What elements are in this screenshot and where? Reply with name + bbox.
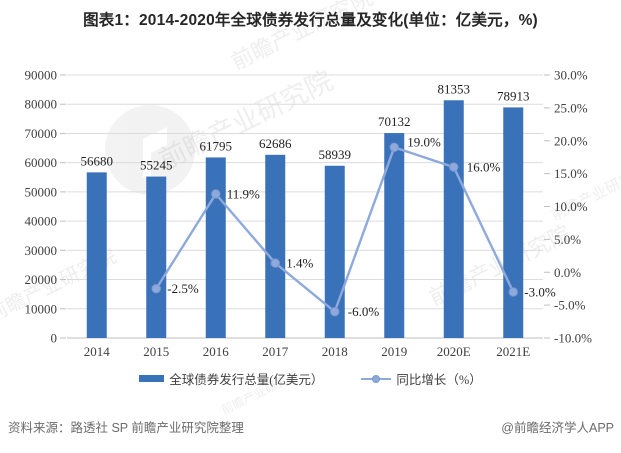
left-axis-tick-label: 10000	[25, 301, 58, 316]
right-axis-tick-label: -10.0%	[554, 331, 592, 346]
x-axis-label: 2015	[143, 344, 169, 359]
right-axis-tick-label: 15.0%	[554, 166, 588, 181]
bar-2016	[205, 157, 226, 338]
line-value-label: -2.5%	[167, 281, 199, 296]
x-axis-label: 2016	[203, 344, 230, 359]
line-value-label: 1.4%	[286, 256, 313, 271]
legend-bar-label: 全球债券发行总量(亿美元）	[169, 373, 324, 387]
bar-value-label: 62686	[259, 136, 292, 151]
bar-2019	[384, 133, 405, 338]
right-axis-tick-label: 5.0%	[554, 232, 581, 247]
x-axis-label: 2020E	[437, 344, 471, 359]
left-axis-tick-label: 60000	[25, 155, 58, 170]
left-axis-tick-label: 70000	[25, 126, 58, 141]
legend-item-line: 同比增长（%）	[361, 369, 482, 388]
source-text: 资料来源：路透社 SP 前瞻产业研究院整理	[8, 421, 244, 435]
footer: 资料来源：路透社 SP 前瞻产业研究院整理 @前瞻经济学人APP	[8, 417, 614, 436]
line-point-2019	[389, 142, 399, 153]
brand-text: @前瞻经济学人APP	[501, 421, 614, 435]
line-point-2020E	[449, 162, 459, 172]
legend-item-bars: 全球债券发行总量(亿美元）	[139, 369, 323, 388]
x-axis-label: 2019	[381, 344, 407, 359]
chart-title: 图表1：2014-2020年全球债券发行总量及变化(单位：亿美元，%)	[83, 12, 538, 29]
x-axis-label: 2014	[84, 344, 111, 359]
left-axis-tick-label: 90000	[25, 68, 58, 83]
bar-2015	[146, 176, 167, 338]
bar-value-label: 58939	[319, 147, 352, 162]
chart-legend: 全球债券发行总量(亿美元） 同比增长（%）	[0, 369, 621, 388]
right-axis-tick-label: 0.0%	[554, 265, 581, 280]
x-axis-label: 2017	[262, 344, 289, 359]
line-value-label: 11.9%	[227, 187, 260, 202]
left-axis-tick-label: 0	[51, 331, 58, 346]
legend-bar-swatch-icon	[139, 375, 165, 382]
x-axis-label: 2018	[322, 344, 348, 359]
bar-value-label: 81353	[438, 81, 471, 96]
left-axis-tick-label: 20000	[25, 272, 58, 287]
legend-line-label: 同比增长（%）	[396, 373, 482, 387]
line-point-2018	[330, 307, 340, 317]
line-point-2021E	[508, 287, 518, 297]
line-value-label: -3.0%	[524, 284, 556, 299]
right-axis-tick-label: 25.0%	[554, 100, 588, 115]
line-value-label: 19.0%	[407, 134, 441, 149]
bar-value-label: 55245	[140, 158, 173, 173]
right-axis-tick-label: -5.0%	[554, 298, 586, 313]
line-value-label: 16.0%	[467, 160, 501, 175]
bar-2021E	[503, 107, 524, 338]
bar-value-label: 61795	[200, 138, 233, 153]
x-axis-label: 2021E	[496, 344, 530, 359]
line-value-label: -6.0%	[348, 304, 380, 319]
bar-value-label: 56680	[81, 153, 114, 168]
line-point-2017	[270, 258, 280, 268]
left-axis-tick-label: 30000	[25, 243, 58, 258]
right-axis-tick-label: 30.0%	[554, 68, 588, 83]
left-axis-tick-label: 40000	[25, 214, 58, 229]
line-point-2016	[211, 189, 221, 199]
bar-2014	[86, 172, 107, 338]
bar-value-label: 70132	[378, 114, 411, 129]
left-axis-tick-label: 80000	[25, 97, 58, 112]
left-axis-tick-label: 50000	[25, 184, 58, 199]
bar-value-label: 78913	[497, 88, 530, 103]
line-point-2015	[151, 283, 161, 294]
legend-line-swatch-icon	[361, 374, 392, 384]
bar-2020E	[443, 100, 464, 338]
bar-2017	[265, 154, 286, 338]
right-axis-tick-label: 20.0%	[554, 133, 588, 148]
right-axis-tick-label: 10.0%	[554, 199, 588, 214]
chart-plot-area: 0 10000 20000 30000 40000 50000 60000 70000 8000…	[25, 68, 593, 360]
